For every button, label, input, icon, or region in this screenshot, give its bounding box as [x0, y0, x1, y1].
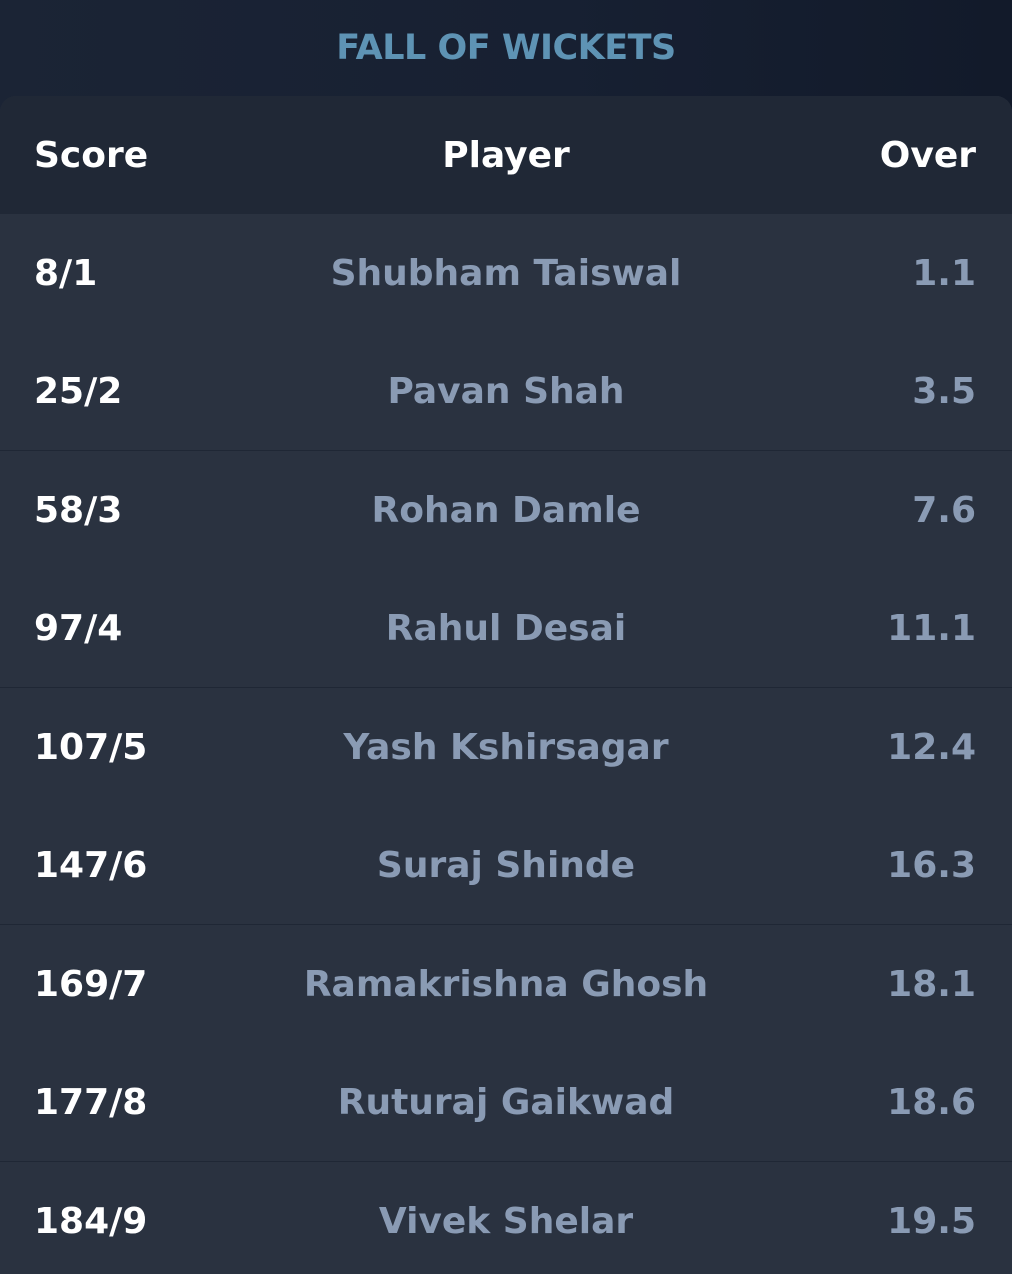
table-body: 8/1 Shubham Taiswal 1.1 25/2 Pavan Shah … — [0, 214, 1012, 1274]
cell-player: Yash Kshirsagar — [343, 726, 669, 768]
header-player: Player — [442, 134, 570, 176]
table-row: 169/7 Ramakrishna Ghosh 18.1 — [0, 925, 1012, 1043]
table-row: 147/6 Suraj Shinde 16.3 — [0, 806, 1012, 925]
cell-over: 3.5 — [912, 370, 976, 412]
cell-score: 184/9 — [34, 1200, 148, 1242]
cell-score: 58/3 — [34, 489, 123, 531]
cell-over: 16.3 — [887, 844, 976, 886]
cell-over: 7.6 — [912, 489, 976, 531]
cell-score: 169/7 — [34, 963, 148, 1005]
cell-over: 18.6 — [887, 1081, 976, 1123]
table-row: 8/1 Shubham Taiswal 1.1 — [0, 214, 1012, 332]
cell-score: 177/8 — [34, 1081, 148, 1123]
cell-score: 107/5 — [34, 726, 148, 768]
cell-score: 25/2 — [34, 370, 123, 412]
cell-player: Ruturaj Gaikwad — [337, 1081, 675, 1123]
cell-player: Pavan Shah — [387, 370, 625, 412]
cell-player: Rahul Desai — [385, 607, 627, 649]
fall-of-wickets-table: Score Player Over 8/1 Shubham Taiswal 1.… — [0, 96, 1012, 1274]
table-header: Score Player Over — [0, 96, 1012, 214]
section-title: FALL OF WICKETS — [336, 28, 676, 68]
cell-over: 12.4 — [887, 726, 976, 768]
cell-over: 1.1 — [912, 252, 976, 294]
cell-score: 8/1 — [34, 252, 98, 294]
table-row: 58/3 Rohan Damle 7.6 — [0, 451, 1012, 569]
table-row: 177/8 Ruturaj Gaikwad 18.6 — [0, 1043, 1012, 1162]
table-row: 97/4 Rahul Desai 11.1 — [0, 569, 1012, 688]
cell-over: 19.5 — [887, 1200, 976, 1242]
cell-score: 147/6 — [34, 844, 148, 886]
header-score: Score — [34, 134, 149, 176]
table-row: 107/5 Yash Kshirsagar 12.4 — [0, 688, 1012, 806]
cell-over: 11.1 — [887, 607, 976, 649]
table-row: 184/9 Vivek Shelar 19.5 — [0, 1162, 1012, 1274]
header-over: Over — [879, 134, 976, 176]
cell-player: Shubham Taiswal — [330, 252, 682, 294]
cell-player: Suraj Shinde — [376, 844, 636, 886]
cell-player: Ramakrishna Ghosh — [303, 963, 709, 1005]
cell-player: Vivek Shelar — [378, 1200, 634, 1242]
cell-over: 18.1 — [887, 963, 976, 1005]
cell-player: Rohan Damle — [371, 489, 641, 531]
table-row: 25/2 Pavan Shah 3.5 — [0, 332, 1012, 451]
cell-score: 97/4 — [34, 607, 123, 649]
